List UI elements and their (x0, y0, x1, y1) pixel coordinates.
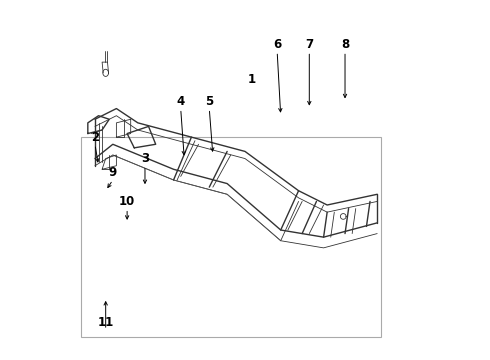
Text: 10: 10 (119, 195, 135, 208)
Text: 7: 7 (305, 38, 314, 51)
Text: 5: 5 (205, 95, 214, 108)
Text: 1: 1 (248, 73, 256, 86)
Text: 8: 8 (341, 38, 349, 51)
Text: 11: 11 (98, 316, 114, 329)
Text: 9: 9 (109, 166, 117, 179)
Text: 2: 2 (91, 131, 99, 144)
Text: 6: 6 (273, 38, 281, 51)
Text: 3: 3 (141, 152, 149, 165)
Text: 4: 4 (176, 95, 185, 108)
